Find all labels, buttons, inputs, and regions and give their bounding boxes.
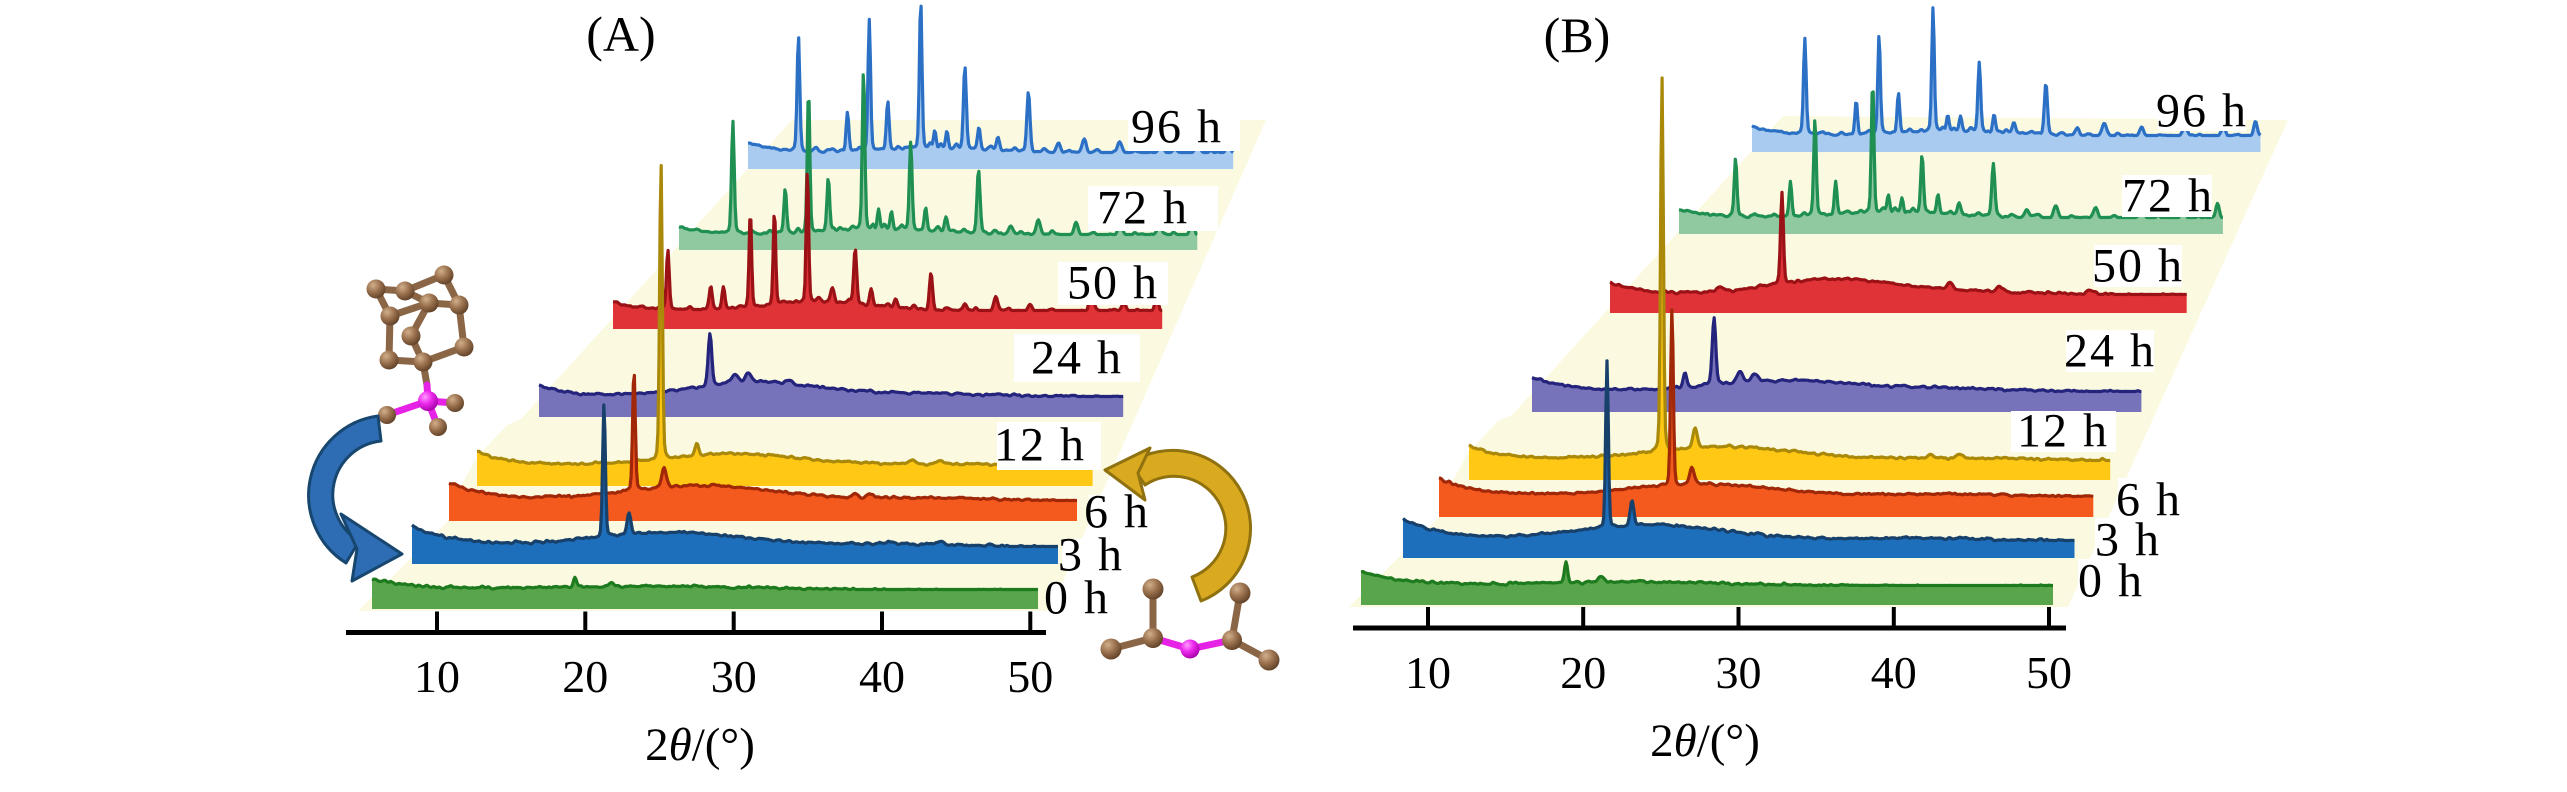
svg-text:50: 50 xyxy=(2026,647,2072,698)
svg-text:2θ/(°): 2θ/(°) xyxy=(645,719,755,771)
svg-text:40: 40 xyxy=(1871,647,1917,698)
svg-text:10: 10 xyxy=(414,651,460,702)
svg-text:30: 30 xyxy=(1716,647,1762,698)
svg-text:3 h: 3 h xyxy=(2095,514,2161,567)
svg-text:50 h: 50 h xyxy=(1067,257,1159,310)
svg-text:20: 20 xyxy=(562,651,608,702)
svg-text:72 h: 72 h xyxy=(2122,170,2214,223)
svg-text:96 h: 96 h xyxy=(2156,85,2248,138)
svg-text:6 h: 6 h xyxy=(2116,474,2182,527)
svg-text:20: 20 xyxy=(1560,647,1606,698)
svg-text:2θ/(°): 2θ/(°) xyxy=(1650,715,1760,767)
svg-text:0 h: 0 h xyxy=(1044,572,1110,625)
svg-text:12 h: 12 h xyxy=(2017,405,2109,458)
svg-text:40: 40 xyxy=(859,651,905,702)
svg-text:24 h: 24 h xyxy=(2064,325,2156,378)
svg-text:96 h: 96 h xyxy=(1131,101,1223,154)
svg-text:3 h: 3 h xyxy=(1058,529,1124,582)
svg-text:24 h: 24 h xyxy=(1031,332,1123,385)
svg-text:30: 30 xyxy=(711,651,757,702)
svg-text:12 h: 12 h xyxy=(994,419,1086,472)
svg-text:50 h: 50 h xyxy=(2092,240,2184,293)
svg-text:10: 10 xyxy=(1405,647,1451,698)
svg-text:0 h: 0 h xyxy=(2078,555,2144,608)
svg-text:(A): (A) xyxy=(586,6,655,62)
svg-text:(B): (B) xyxy=(1544,7,1611,63)
svg-text:72 h: 72 h xyxy=(1097,182,1189,235)
svg-text:50: 50 xyxy=(1007,651,1053,702)
